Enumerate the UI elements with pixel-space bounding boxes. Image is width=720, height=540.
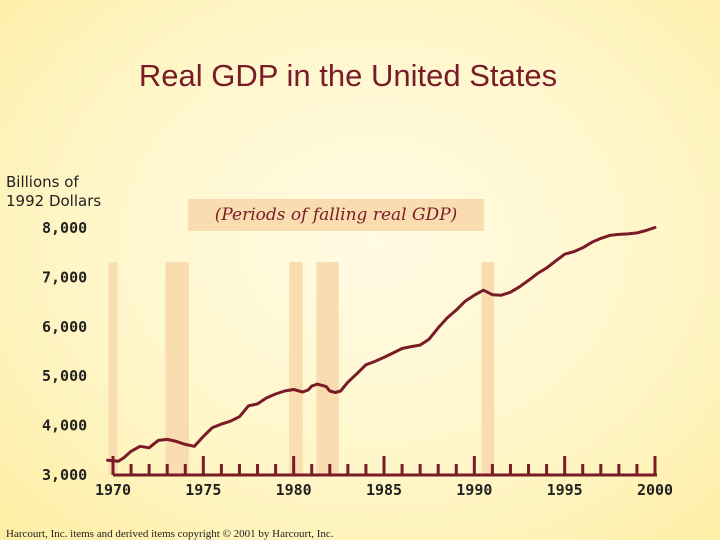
- x-tick-label-2000: 2000: [637, 481, 673, 499]
- y-axis-label-line-1: Billions of: [6, 173, 79, 191]
- x-tick-label-1995: 1995: [547, 481, 583, 499]
- x-tick-label-1985: 1985: [366, 481, 402, 499]
- x-tick-label-1980: 1980: [276, 481, 312, 499]
- y-tick-label-8000: 8,000: [42, 219, 87, 237]
- x-tick-label-1970: 1970: [95, 481, 131, 499]
- y-tick-label-5000: 5,000: [42, 367, 87, 385]
- y-tick-label-3000: 3,000: [42, 466, 87, 484]
- chart-title: Real GDP in the United States: [138, 58, 558, 93]
- recession-bands: [108, 262, 495, 475]
- recession-band-2: [165, 262, 189, 475]
- y-axis: 3,000 4,000 5,000 6,000 7,000 8,000: [42, 219, 87, 484]
- recession-band-5: [481, 262, 495, 475]
- x-tick-label-1990: 1990: [456, 481, 492, 499]
- y-tick-label-7000: 7,000: [42, 268, 87, 286]
- series-line-real-gdp: [106, 226, 657, 463]
- x-tick-labels: 1970 1975 1980 1985 1990 1995 2000: [95, 481, 673, 499]
- y-tick-label-4000: 4,000: [42, 417, 87, 435]
- y-axis-label-line-2: 1992 Dollars: [6, 192, 102, 210]
- y-axis-label: Billions of 1992 Dollars: [6, 173, 101, 211]
- x-tick-label-1975: 1975: [185, 481, 221, 499]
- copyright-footer: Harcourt, Inc. items and derived items c…: [6, 528, 334, 540]
- y-tick-label-6000: 6,000: [42, 318, 87, 336]
- recession-band-3: [289, 262, 303, 475]
- legend-recessions: (Periods of falling real GDP): [188, 199, 484, 231]
- recession-band-1: [108, 262, 118, 475]
- recession-band-4: [316, 262, 339, 475]
- x-axis: [111, 456, 657, 477]
